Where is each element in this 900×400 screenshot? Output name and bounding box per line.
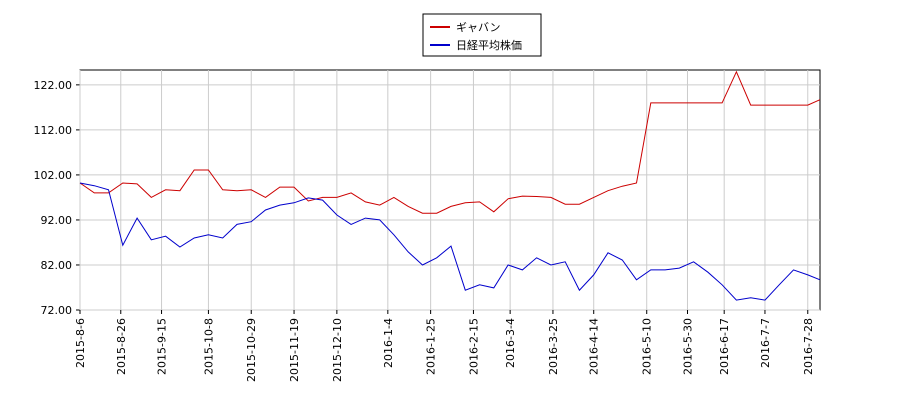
legend-label: 日経平均株価	[456, 38, 522, 52]
x-tick-label: 2016-5-30	[681, 318, 694, 375]
legend-box	[422, 13, 542, 57]
x-tick-label: 2016-3-25	[547, 318, 560, 375]
x-tick-label: 2016-5-10	[641, 318, 654, 375]
x-tick-label: 2015-8-6	[74, 318, 87, 368]
y-tick-label: 112.00	[34, 124, 73, 137]
x-tick-label: 2016-2-15	[467, 318, 480, 375]
x-tick-label: 2016-6-17	[718, 318, 731, 375]
x-tick-label: 2016-7-28	[802, 318, 815, 375]
x-tick-label: 2015-12-10	[331, 318, 344, 382]
x-tick-label: 2015-11-19	[288, 318, 301, 382]
series-line	[79, 70, 821, 214]
x-tick-label: 2015-8-26	[115, 318, 128, 375]
x-tick-label: 2015-9-15	[156, 318, 169, 375]
x-tick-label: 2015-10-8	[202, 318, 215, 375]
plot-area	[79, 69, 821, 311]
x-tick-label: 2016-4-14	[588, 318, 601, 375]
x-tick-label: 2016-7-7	[759, 318, 772, 368]
series-line	[79, 182, 821, 301]
y-tick-label: 82.00	[41, 259, 73, 272]
legend-label: ギャバン	[456, 21, 501, 34]
x-tick-label: 2015-10-29	[245, 318, 258, 382]
x-tick-label: 2016-1-4	[382, 318, 395, 368]
y-tick-label: 102.00	[34, 169, 73, 182]
y-tick-label: 92.00	[41, 214, 73, 227]
x-tick-label: 2016-1-25	[425, 318, 438, 375]
y-tick-label: 72.00	[41, 304, 73, 317]
y-tick-label: 122.00	[34, 79, 73, 92]
x-tick-label: 2016-3-4	[504, 318, 517, 368]
